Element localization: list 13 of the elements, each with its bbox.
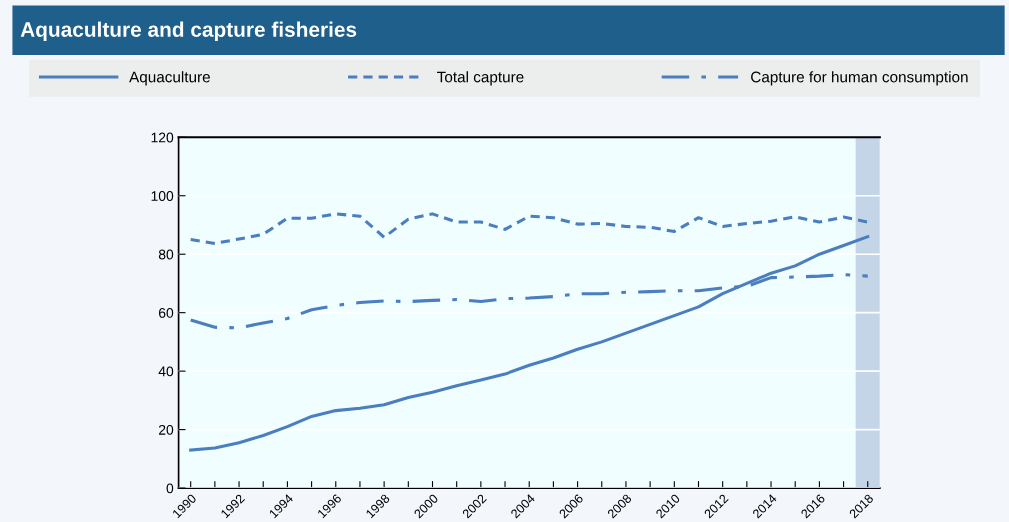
line-series	[189, 212, 870, 245]
y-tick-label: 40	[158, 366, 174, 377]
legend-label: Total capture	[437, 71, 524, 86]
y-tick-label: 0	[166, 483, 174, 494]
legend-label: Capture for human consumption	[751, 71, 968, 86]
y-tick-label: 60	[158, 308, 174, 318]
chart-title: Aquaculture and capture fisheries	[20, 21, 357, 42]
y-tick-label: 120	[151, 132, 174, 143]
y-tick-label: 100	[151, 191, 174, 201]
y-tick-label: 20	[158, 424, 174, 435]
line-series	[189, 235, 870, 452]
legend-label: Aquaculture	[129, 71, 210, 86]
y-tick-label: 80	[158, 249, 174, 260]
